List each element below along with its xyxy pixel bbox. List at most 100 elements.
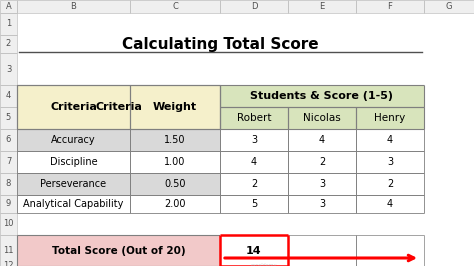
- Text: Perseverance: Perseverance: [40, 179, 107, 189]
- Bar: [288, 195, 356, 213]
- Text: 2.00: 2.00: [164, 199, 186, 209]
- Text: 0.50: 0.50: [164, 179, 186, 189]
- Bar: [220, 0, 288, 13]
- Text: 9: 9: [6, 200, 11, 209]
- Text: 1: 1: [6, 19, 11, 28]
- Bar: [220, 107, 288, 129]
- Bar: [130, 129, 220, 151]
- Text: 3: 3: [251, 135, 257, 145]
- Bar: [424, 13, 474, 266]
- Text: 2: 2: [251, 179, 257, 189]
- Bar: [17, 235, 220, 266]
- Bar: [17, 173, 130, 195]
- Text: 4: 4: [387, 199, 393, 209]
- Text: Henry: Henry: [374, 113, 406, 123]
- Bar: [17, 0, 130, 13]
- Bar: [220, 195, 288, 213]
- Text: 2: 2: [387, 179, 393, 189]
- Text: 4: 4: [251, 157, 257, 167]
- Text: 3: 3: [6, 64, 11, 73]
- Text: Criteria: Criteria: [50, 102, 97, 112]
- Bar: [17, 13, 424, 266]
- Bar: [424, 0, 474, 13]
- Bar: [288, 173, 356, 195]
- Text: 1.00: 1.00: [164, 157, 186, 167]
- Bar: [356, 0, 424, 13]
- Bar: [220, 151, 288, 173]
- Bar: [288, 129, 356, 151]
- Bar: [17, 85, 220, 129]
- Bar: [220, 129, 288, 151]
- Bar: [356, 235, 424, 266]
- Text: 4: 4: [6, 92, 11, 101]
- Text: 1.50: 1.50: [164, 135, 186, 145]
- Text: Weight: Weight: [153, 102, 197, 112]
- Bar: [288, 235, 356, 266]
- Bar: [0, 195, 17, 213]
- Text: 11: 11: [3, 246, 14, 255]
- Text: B: B: [71, 2, 76, 11]
- Text: 4: 4: [387, 135, 393, 145]
- Bar: [356, 173, 424, 195]
- Bar: [356, 151, 424, 173]
- Bar: [288, 151, 356, 173]
- Text: C: C: [172, 2, 178, 11]
- Bar: [0, 13, 17, 35]
- Text: Robert: Robert: [237, 113, 271, 123]
- Text: Students & Score (1-5): Students & Score (1-5): [250, 91, 393, 101]
- Text: 12: 12: [3, 261, 14, 266]
- Bar: [130, 195, 220, 213]
- Text: exceldemy
EXCEL  DATA·AI: exceldemy EXCEL DATA·AI: [246, 263, 283, 266]
- Text: 5: 5: [251, 199, 257, 209]
- Bar: [17, 151, 130, 173]
- Bar: [0, 85, 17, 107]
- Bar: [220, 235, 288, 266]
- Bar: [0, 53, 17, 85]
- Bar: [0, 235, 17, 266]
- Text: 4: 4: [319, 135, 325, 145]
- Text: 7: 7: [6, 157, 11, 167]
- Text: 3: 3: [387, 157, 393, 167]
- Bar: [17, 195, 130, 213]
- Bar: [0, 0, 17, 13]
- Bar: [0, 213, 17, 235]
- Text: F: F: [388, 2, 392, 11]
- Text: Discipline: Discipline: [50, 157, 97, 167]
- Text: 14: 14: [246, 246, 262, 256]
- Bar: [17, 85, 130, 129]
- Bar: [356, 107, 424, 129]
- Text: 2: 2: [6, 39, 11, 48]
- Bar: [0, 107, 17, 129]
- Text: Criteria: Criteria: [95, 102, 142, 112]
- Text: G: G: [446, 2, 452, 11]
- Bar: [356, 129, 424, 151]
- Text: Nicolas: Nicolas: [303, 113, 341, 123]
- Text: Analytical Capability: Analytical Capability: [23, 199, 124, 209]
- Text: 2: 2: [319, 157, 325, 167]
- Text: Total Score (Out of 20): Total Score (Out of 20): [52, 246, 185, 256]
- Bar: [356, 195, 424, 213]
- Bar: [220, 173, 288, 195]
- Text: A: A: [6, 2, 11, 11]
- Text: 6: 6: [6, 135, 11, 144]
- Bar: [17, 129, 130, 151]
- Bar: [130, 173, 220, 195]
- Bar: [130, 151, 220, 173]
- Bar: [220, 85, 424, 107]
- Text: Accuracy: Accuracy: [51, 135, 96, 145]
- Text: Calculating Total Score: Calculating Total Score: [122, 36, 319, 52]
- Text: 10: 10: [3, 219, 14, 228]
- Text: E: E: [319, 2, 325, 11]
- Bar: [0, 129, 17, 151]
- Bar: [288, 107, 356, 129]
- Bar: [130, 0, 220, 13]
- Bar: [0, 35, 17, 53]
- Bar: [288, 0, 356, 13]
- Text: D: D: [251, 2, 257, 11]
- Text: 8: 8: [6, 180, 11, 189]
- Text: 3: 3: [319, 199, 325, 209]
- Bar: [0, 151, 17, 173]
- Text: 3: 3: [319, 179, 325, 189]
- Text: 5: 5: [6, 114, 11, 123]
- Bar: [130, 85, 220, 129]
